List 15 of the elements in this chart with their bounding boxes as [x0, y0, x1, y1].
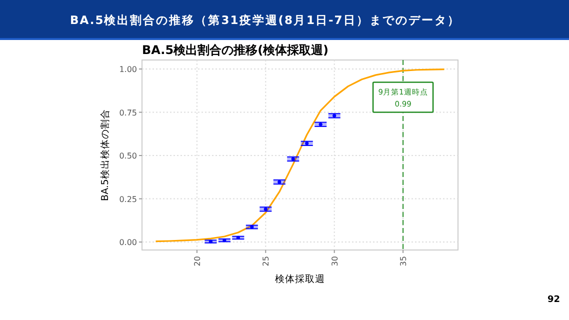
y-tick-label: 0.25 [119, 194, 137, 204]
y-tick-label: 0.50 [119, 152, 137, 161]
y-tick-label: 1.00 [119, 65, 137, 74]
x-tick-label: 25 [262, 256, 271, 266]
line-series [154, 68, 446, 242]
y-tick-label: 0.00 [119, 238, 137, 248]
y-axis-title: BA.5検出検体の割合 [99, 109, 111, 201]
chart-title: BA.5検出割合の推移（第31疫学週(8月1日-7日）までのデータ） [70, 13, 460, 27]
x-tick-label: 30 [330, 256, 340, 266]
x-axis-title: 検体採取週 [275, 273, 325, 285]
x-tick-label: 20 [192, 256, 202, 266]
text: 92 [547, 295, 560, 305]
y-tick-label: 0.75 [119, 108, 137, 118]
x-tick-label: 35 [399, 256, 408, 266]
chart-subtitle: BA.5検出割合の推移(検体採取週) [142, 43, 329, 57]
